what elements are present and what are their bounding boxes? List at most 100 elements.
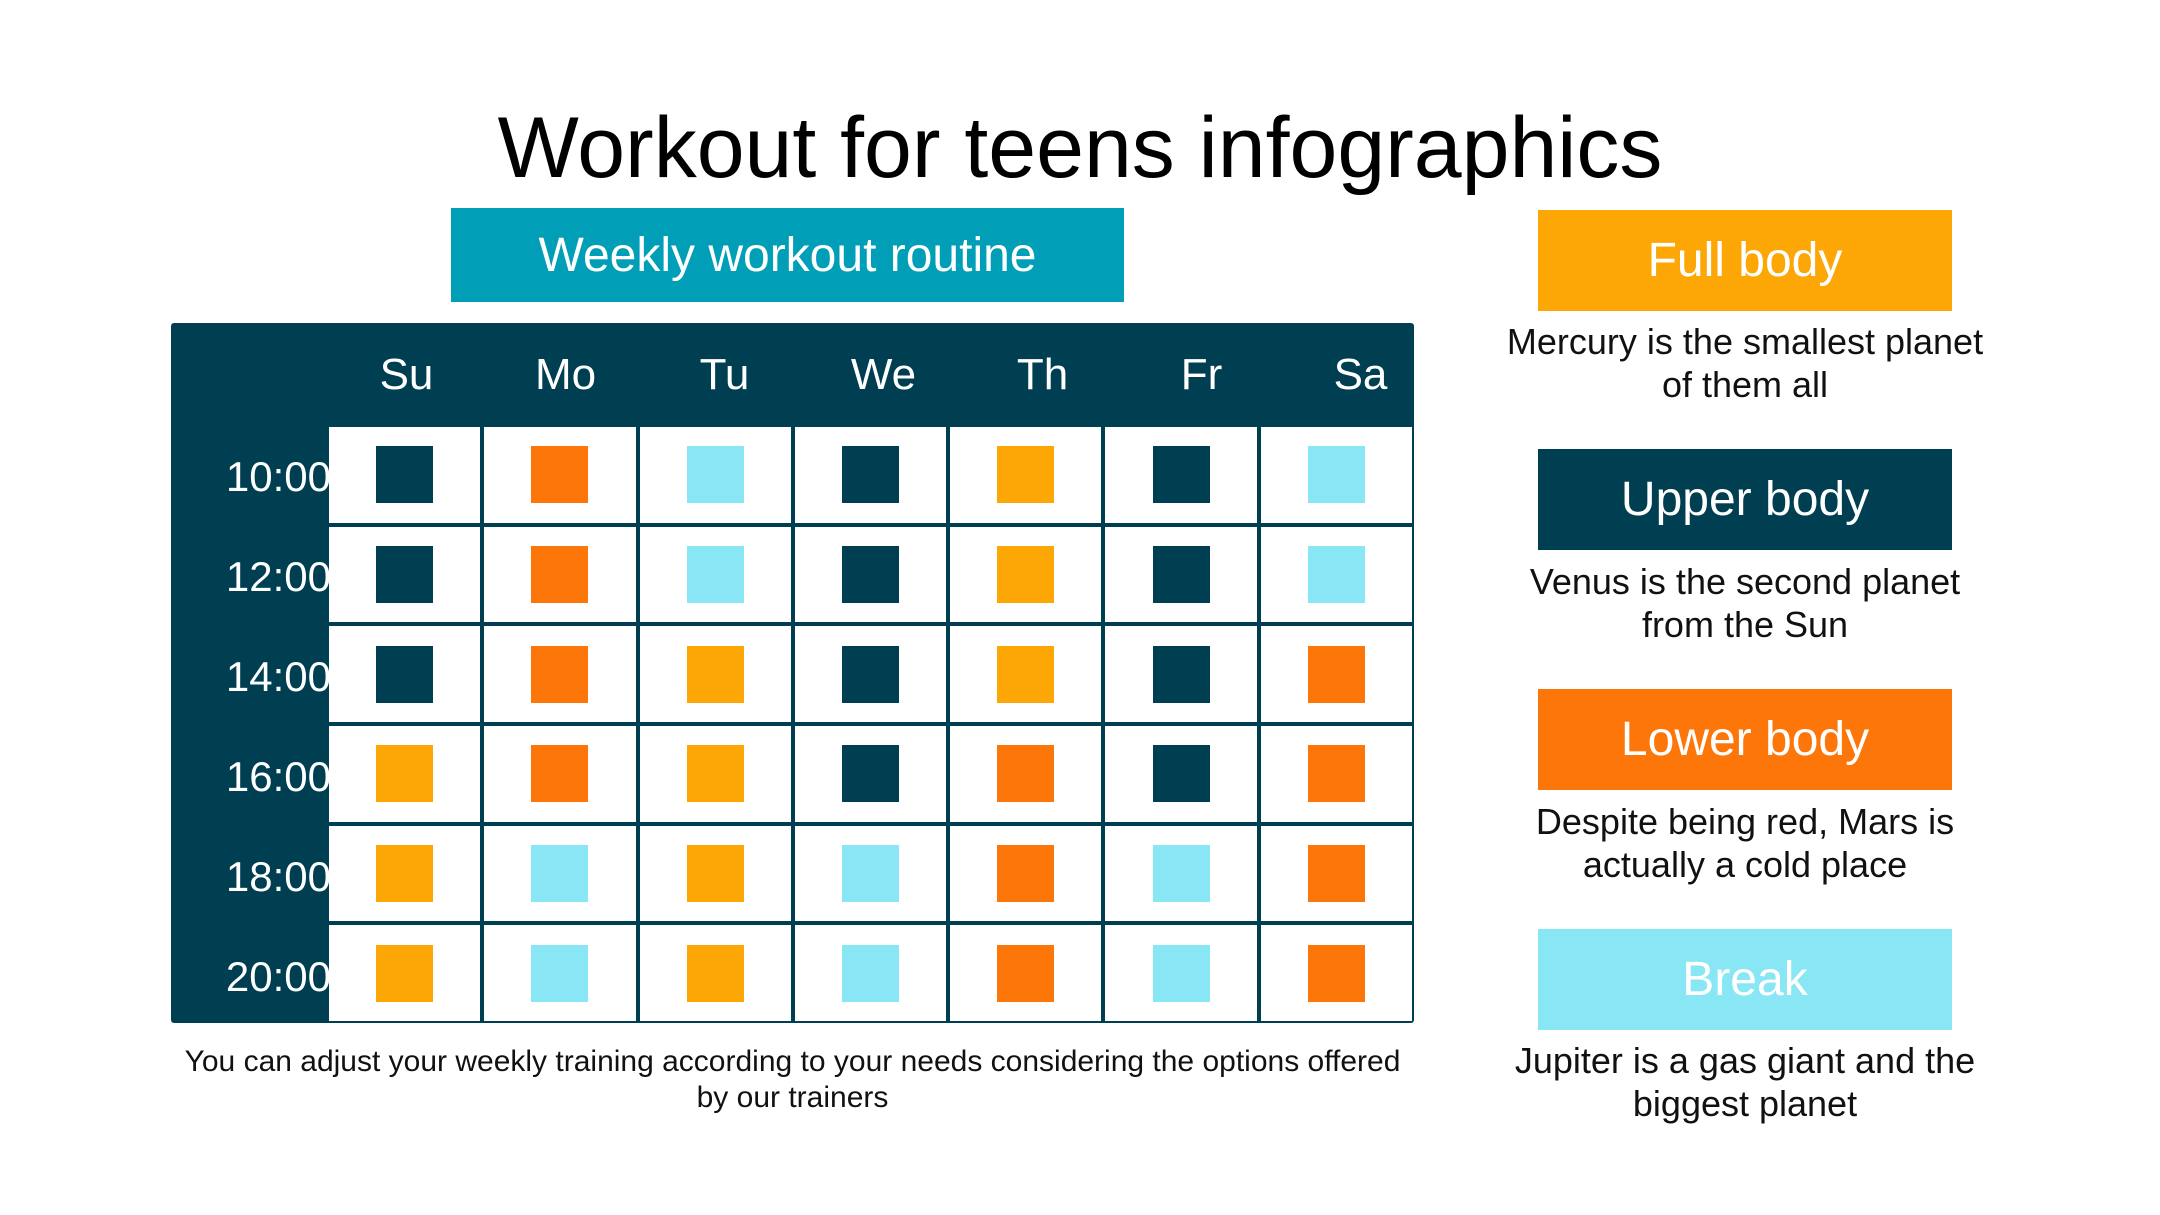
schedule-cell bbox=[484, 626, 636, 722]
weekly-schedule: Su Mo Tu We Th Fr Sa 10:00 12:00 14:00 16:00 18:00… bbox=[171, 323, 1414, 1023]
workout-break-marker bbox=[531, 944, 589, 1002]
legend-upper-body-description: Venus is the second planet from the Sun bbox=[1529, 561, 1961, 645]
schedule-cell bbox=[1105, 626, 1257, 722]
legend-lower-body: Lower body bbox=[1538, 689, 1952, 790]
workout-upper-marker bbox=[1152, 745, 1210, 803]
workout-lower-marker bbox=[997, 745, 1055, 803]
schedule-cell bbox=[484, 925, 636, 1021]
workout-upper-marker bbox=[841, 745, 899, 803]
workout-break-marker bbox=[841, 944, 899, 1002]
schedule-cell bbox=[484, 725, 636, 822]
workout-upper-marker bbox=[376, 645, 434, 703]
schedule-cell bbox=[794, 725, 947, 822]
time-label: 18:00 bbox=[225, 852, 331, 900]
workout-upper-marker bbox=[1152, 645, 1210, 703]
schedule-cell bbox=[794, 626, 947, 722]
workout-break-marker bbox=[1307, 545, 1365, 603]
workout-full-marker bbox=[997, 645, 1055, 703]
schedule-cell bbox=[950, 725, 1102, 822]
time-label: 14:00 bbox=[225, 652, 331, 700]
workout-upper-marker bbox=[841, 446, 899, 504]
schedule-cell bbox=[329, 626, 481, 722]
schedule-cell bbox=[639, 925, 791, 1021]
schedule-cell bbox=[1260, 825, 1412, 922]
schedule-cell bbox=[1260, 925, 1412, 1021]
schedule-cell bbox=[1105, 825, 1257, 922]
workout-upper-marker bbox=[1152, 446, 1210, 504]
schedule-cell bbox=[794, 526, 947, 623]
legend-full-body: Full body bbox=[1538, 210, 1952, 311]
schedule-cell bbox=[329, 825, 481, 922]
schedule-cell bbox=[950, 825, 1102, 922]
workout-lower-marker bbox=[531, 545, 589, 603]
schedule-cell bbox=[950, 427, 1102, 523]
workout-full-marker bbox=[997, 545, 1055, 603]
legend-full-body-description: Mercury is the smallest planet of them a… bbox=[1506, 321, 1984, 405]
day-header: Sa bbox=[1333, 350, 1388, 399]
schedule-cell bbox=[794, 427, 947, 523]
schedule-cell bbox=[639, 725, 791, 822]
schedule-cell bbox=[329, 725, 481, 822]
time-label: 16:00 bbox=[225, 752, 331, 800]
schedule-cell bbox=[1105, 725, 1257, 822]
workout-lower-marker bbox=[1307, 944, 1365, 1002]
workout-lower-marker bbox=[997, 944, 1055, 1002]
schedule-cell bbox=[794, 925, 947, 1021]
workout-full-marker bbox=[686, 645, 744, 703]
workout-break-marker bbox=[531, 844, 589, 902]
schedule-cell bbox=[950, 526, 1102, 623]
workout-upper-marker bbox=[841, 545, 899, 603]
time-label: 10:00 bbox=[225, 452, 331, 500]
legend-lower-body-description: Despite being red, Mars is actually a co… bbox=[1535, 801, 1955, 885]
legend-break-description: Jupiter is a gas giant and the biggest p… bbox=[1514, 1040, 1976, 1124]
workout-break-marker bbox=[686, 545, 744, 603]
workout-full-marker bbox=[686, 844, 744, 902]
schedule-cell bbox=[639, 825, 791, 922]
workout-upper-marker bbox=[1152, 545, 1210, 603]
day-header: Mo bbox=[534, 350, 597, 399]
workout-break-marker bbox=[1152, 944, 1210, 1002]
page-title: Workout for teens infographics bbox=[497, 100, 1663, 196]
workout-upper-marker bbox=[841, 645, 899, 703]
workout-lower-marker bbox=[1307, 844, 1365, 902]
schedule-cell bbox=[950, 925, 1102, 1021]
workout-lower-marker bbox=[1307, 745, 1365, 803]
workout-break-marker bbox=[1307, 446, 1365, 504]
workout-lower-marker bbox=[997, 844, 1055, 902]
workout-lower-marker bbox=[531, 446, 589, 504]
workout-upper-marker bbox=[376, 446, 434, 504]
workout-full-marker bbox=[686, 944, 744, 1002]
schedule-cell bbox=[1260, 626, 1412, 722]
schedule-grid bbox=[329, 427, 1412, 1021]
schedule-cell bbox=[1105, 925, 1257, 1021]
schedule-cell bbox=[329, 427, 481, 523]
schedule-cell bbox=[1260, 526, 1412, 623]
schedule-footnote: You can adjust your weekly training acco… bbox=[184, 1045, 1401, 1114]
day-header: Su bbox=[379, 350, 434, 399]
day-header: We bbox=[850, 350, 917, 399]
schedule-cell bbox=[639, 626, 791, 722]
time-label: 20:00 bbox=[225, 952, 331, 1000]
schedule-cell bbox=[1105, 526, 1257, 623]
schedule-cell bbox=[950, 626, 1102, 722]
workout-break-marker bbox=[1152, 844, 1210, 902]
time-label: 12:00 bbox=[225, 552, 331, 600]
day-header: Fr bbox=[1180, 350, 1223, 399]
workout-upper-marker bbox=[376, 545, 434, 603]
workout-break-marker bbox=[686, 446, 744, 504]
weekly-routine-header: Weekly workout routine bbox=[451, 208, 1124, 302]
schedule-cell bbox=[794, 825, 947, 922]
workout-lower-marker bbox=[531, 745, 589, 803]
workout-full-marker bbox=[997, 446, 1055, 504]
schedule-cell bbox=[484, 526, 636, 623]
day-header: Tu bbox=[699, 350, 750, 399]
schedule-cell bbox=[1105, 427, 1257, 523]
day-header: Th bbox=[1016, 350, 1069, 399]
schedule-cell bbox=[1260, 427, 1412, 523]
schedule-cell bbox=[329, 526, 481, 623]
legend-break: Break bbox=[1538, 929, 1952, 1030]
schedule-cell bbox=[639, 427, 791, 523]
workout-lower-marker bbox=[1307, 645, 1365, 703]
schedule-cell bbox=[1260, 725, 1412, 822]
schedule-cell bbox=[639, 526, 791, 623]
